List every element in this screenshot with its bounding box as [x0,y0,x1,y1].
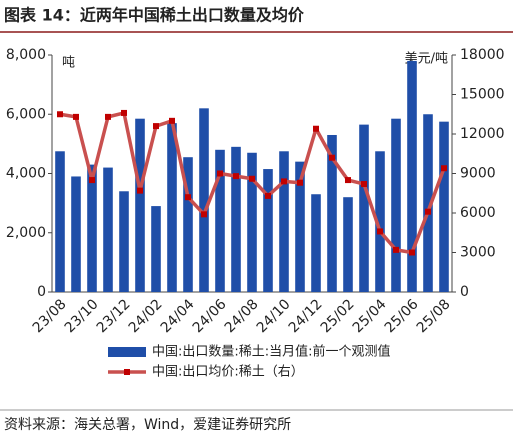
x-tick-label: 25/06 [382,296,422,336]
y-tick-label: 6,000 [6,106,46,122]
legend-label: 中国:出口数量:稀土:当月值:前一个观测值 [152,344,391,360]
bar [423,114,433,292]
bar [247,152,257,292]
y2-tick-label: 0 [460,284,469,300]
chart-title: 图表 14：近两年中国稀土出口数量及均价 [4,6,305,25]
x-tick-label: 25/08 [414,296,454,336]
marker [121,109,127,116]
marker [185,194,191,201]
x-tick-label: 23/12 [94,296,134,336]
marker [329,154,335,161]
bar [295,161,305,292]
bar [391,118,401,292]
x-tick-label: 24/06 [190,296,230,336]
marker [281,178,287,185]
legend-swatch [124,369,130,375]
y-tick-label: 0 [37,284,46,300]
bar [199,108,209,292]
marker [57,111,63,118]
bar [263,169,273,292]
marker [73,113,79,120]
bar [359,124,369,293]
marker [441,165,447,172]
y2-tick-label: 18000 [460,47,505,63]
y2-tick-label: 12000 [460,126,505,142]
x-tick-label: 24/08 [222,296,262,336]
legend-label: 中国:出口均价:稀土（右） [152,365,304,380]
y2-tick-label: 9000 [460,166,496,182]
bar [183,157,193,292]
source: 资料来源：海关总署，Wind，爱建证券研究所 [4,417,291,433]
marker [233,173,239,180]
bar [87,164,97,292]
y-tick-label: 8,000 [6,47,46,63]
x-tick-label: 23/08 [30,296,70,336]
y-tick-label: 4,000 [6,166,46,182]
marker [105,113,111,120]
bar [151,206,161,292]
bar [135,118,145,292]
bar [343,197,353,292]
marker [345,177,351,184]
x-tick-label: 24/12 [286,296,326,336]
marker [265,192,271,199]
x-tick-label: 25/02 [318,296,358,336]
marker [169,117,175,124]
marker [201,211,207,218]
x-tick-label: 24/04 [158,296,198,336]
bar [55,151,65,292]
x-tick-label: 24/02 [126,296,166,336]
marker [313,125,319,132]
bar [375,151,385,292]
bar [407,60,417,292]
y2-tick-label: 15000 [460,87,505,103]
marker [297,179,303,186]
marker [425,208,431,215]
marker [137,187,143,194]
marker [409,249,415,256]
y2-tick-label: 6000 [460,205,496,221]
bar [279,151,289,292]
y2-tick-label: 3000 [460,245,496,261]
x-tick-label: 25/04 [350,296,390,336]
bar [103,167,113,292]
bar [231,146,241,292]
x-tick-label: 23/10 [62,296,102,336]
marker [361,181,367,188]
bar [119,191,129,292]
bar [327,134,337,292]
bar [311,194,321,292]
marker [89,177,95,184]
legend-swatch [108,347,146,357]
bar [215,149,225,292]
marker [249,175,255,182]
marker [393,246,399,253]
bar [439,121,449,292]
x-tick-label: 24/10 [254,296,294,336]
marker [217,170,223,177]
bar [167,123,177,292]
y-tick-label: 2,000 [6,225,46,241]
bar [71,176,81,292]
marker [377,228,383,235]
marker [153,123,159,130]
y-unit: 吨 [62,56,75,71]
